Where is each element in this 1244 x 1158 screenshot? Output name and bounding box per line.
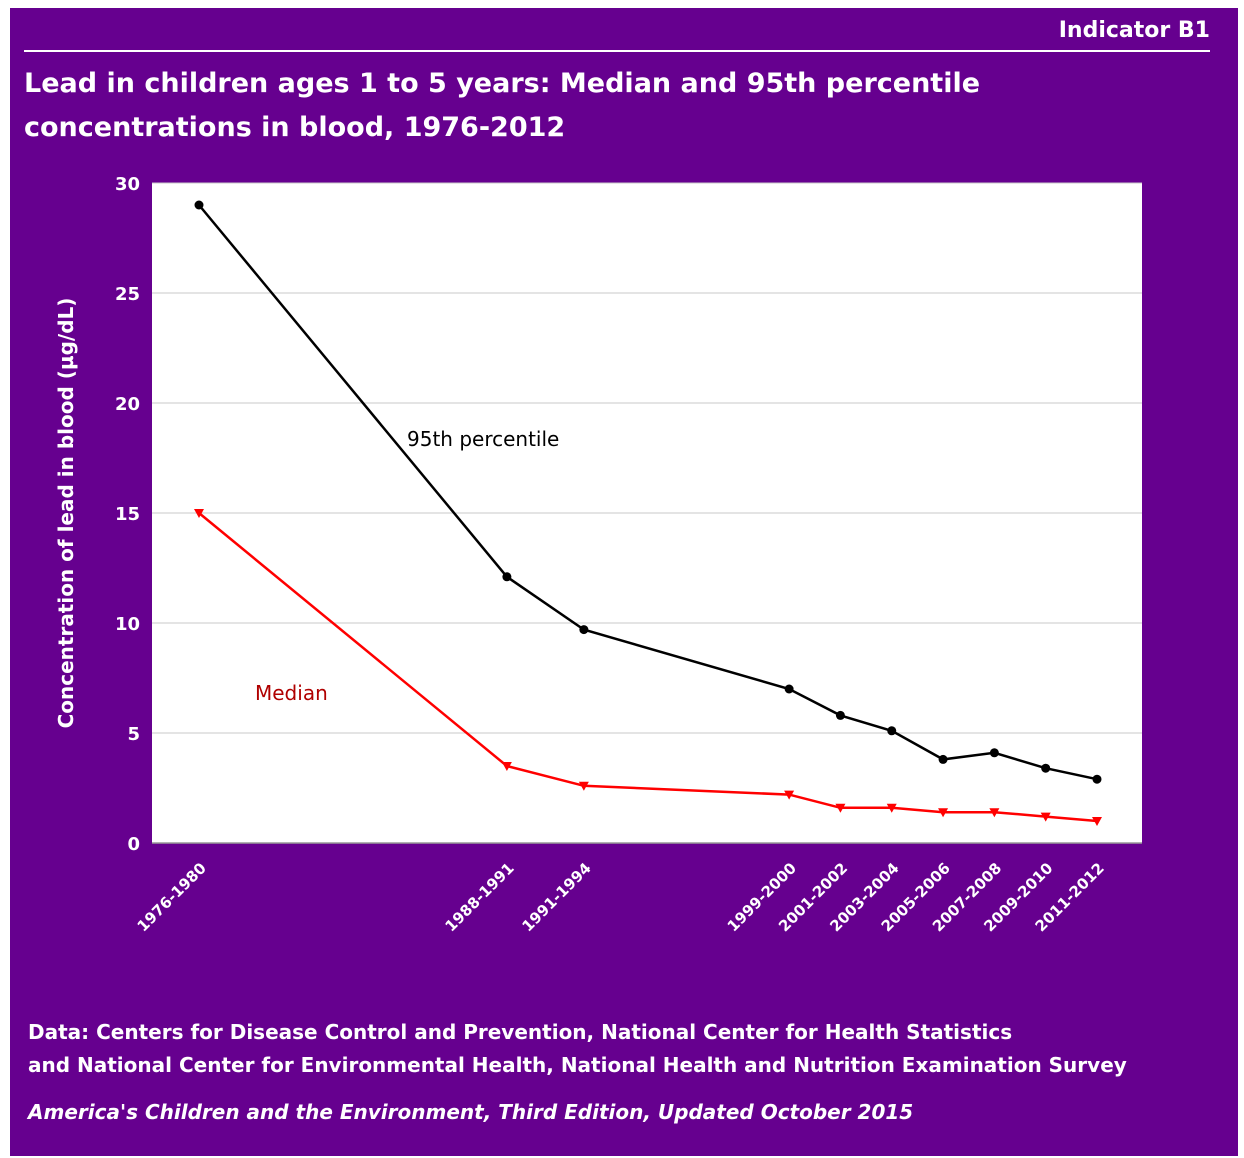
chart-title: Lead in children ages 1 to 5 years: Medi… [24, 68, 981, 143]
edition-note: America's Children and the Environment, … [28, 1100, 914, 1124]
data-point-median [989, 808, 1000, 818]
series-label-95th-percentile: 95th percentile [407, 427, 559, 451]
data-point-median [194, 509, 204, 518]
line-chart: 0 5 10 15 20 25 30 1976-1980 1988-1991 1991-1994… [54, 174, 1142, 935]
data-point-95th-percentile [784, 684, 794, 694]
y-tick-label: 20 [115, 394, 140, 415]
data-point-95th-percentile [989, 748, 999, 758]
data-point-median [784, 790, 795, 800]
data-point-95th-percentile [938, 754, 948, 764]
y-tick-label: 0 [127, 834, 140, 855]
x-axis-ticks: 1976-1980 1988-1991 1991-1994 1999-20002001… [134, 859, 1108, 935]
x-tick-label: 1976-1980 [134, 859, 210, 935]
x-tick-label: 1988-1991 [442, 859, 518, 935]
y-tick-label: 30 [115, 174, 140, 195]
data-point-95th-percentile [194, 200, 204, 210]
y-tick-label: 25 [115, 284, 140, 305]
series-line-95th-percentile [198, 204, 1098, 781]
x-tick-label: 1991-1994 [519, 859, 595, 935]
data-point-median [1092, 817, 1102, 826]
data-point-median [501, 762, 512, 771]
series-group [194, 200, 1102, 826]
data-point-95th-percentile [887, 726, 897, 736]
data-point-95th-percentile [835, 710, 845, 720]
series-line-median [198, 512, 1098, 823]
y-axis-ticks: 0 5 10 15 20 25 30 [115, 174, 140, 855]
data-point-median [578, 781, 589, 791]
data-point-median [886, 803, 897, 813]
y-tick-label: 5 [127, 724, 140, 745]
data-source: Data: Centers for Disease Control and Pr… [28, 1016, 1218, 1082]
y-tick-label: 15 [115, 504, 140, 525]
data-point-median [938, 808, 949, 818]
data-point-95th-percentile [579, 625, 589, 635]
data-point-95th-percentile [502, 572, 512, 582]
gridlines [152, 182, 1142, 844]
y-tick-label: 10 [115, 614, 140, 635]
data-point-median [1040, 812, 1051, 822]
y-axis-label: Concentration of lead in blood (µg/dL) [54, 298, 78, 729]
source-line-1: Data: Centers for Disease Control and Pr… [28, 1020, 1013, 1044]
header-rule [24, 50, 1210, 52]
indicator-label: Indicator B1 [1058, 18, 1210, 43]
source-line-2: and National Center for Environmental He… [28, 1053, 1127, 1077]
series-label-median: Median [255, 681, 328, 705]
data-point-median [835, 803, 846, 813]
data-point-95th-percentile [1092, 774, 1102, 784]
data-point-95th-percentile [1041, 763, 1051, 773]
